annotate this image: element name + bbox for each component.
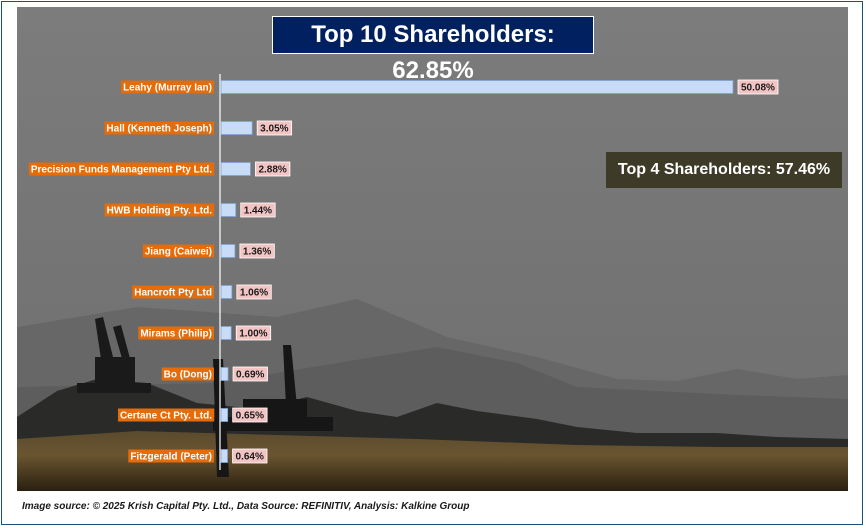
category-label: Hall (Kenneth Joseph) — [106, 124, 212, 135]
top4-callout: Top 4 Shareholders: 57.46% — [606, 152, 842, 188]
value-label: 1.36% — [243, 247, 271, 258]
value-label-bg — [255, 161, 291, 177]
excavator-silhouette — [77, 317, 151, 393]
category-label-bg — [117, 408, 215, 422]
value-label-bg — [240, 202, 276, 218]
value-label: 2.88% — [258, 165, 286, 176]
value-label: 0.69% — [236, 370, 264, 381]
value-label: 50.08% — [741, 83, 775, 94]
category-label-bg — [121, 80, 214, 94]
bar — [220, 285, 233, 299]
category-label: Hancroft Pty Ltd — [134, 288, 212, 299]
bar — [220, 162, 251, 176]
value-label-bg — [232, 407, 268, 423]
category-label: Fitzgerald (Peter) — [130, 452, 212, 463]
bar — [220, 367, 229, 381]
category-label-bg — [128, 449, 214, 463]
category-label: Certane Ct Pty. Ltd. — [120, 411, 212, 422]
value-label-bg — [232, 448, 268, 464]
value-label: 0.64% — [236, 452, 264, 463]
bar — [220, 326, 232, 340]
bar — [220, 121, 253, 135]
bar — [220, 244, 236, 258]
chart-title: Top 10 Shareholders: 62.85% — [272, 16, 594, 84]
value-label: 1.44% — [244, 206, 272, 217]
value-label-bg — [232, 366, 268, 382]
value-label: 1.06% — [240, 288, 268, 299]
category-label-bg — [104, 203, 215, 217]
value-label: 1.00% — [239, 329, 267, 340]
category-label: Jiang (Caiwei) — [145, 247, 212, 258]
bar — [220, 80, 734, 94]
category-label: Mirams (Philip) — [140, 329, 212, 340]
value-label-bg — [737, 79, 779, 95]
category-label-bg — [161, 367, 214, 381]
bar — [220, 449, 228, 463]
value-label: 3.05% — [260, 124, 288, 135]
category-label-bg — [28, 162, 215, 176]
bar — [220, 408, 229, 422]
source-footnote: Image source: © 2025 Krish Capital Pty. … — [22, 501, 470, 512]
category-label: HWB Holding Pty. Ltd. — [107, 206, 213, 217]
category-label-bg — [132, 285, 214, 299]
category-label: Bo (Dong) — [164, 370, 212, 381]
category-label: Leahy (Murray Ian) — [123, 83, 212, 94]
category-label: Precision Funds Management Pty Ltd. — [31, 165, 212, 176]
value-label-bg — [236, 284, 272, 300]
category-label-bg — [138, 326, 214, 340]
category-label-bg — [142, 244, 214, 258]
value-label-bg — [239, 243, 275, 259]
value-label-bg — [256, 120, 293, 136]
bar — [220, 203, 237, 217]
category-label-bg — [104, 121, 214, 135]
value-label-bg — [235, 325, 272, 341]
value-label: 0.65% — [236, 411, 264, 422]
